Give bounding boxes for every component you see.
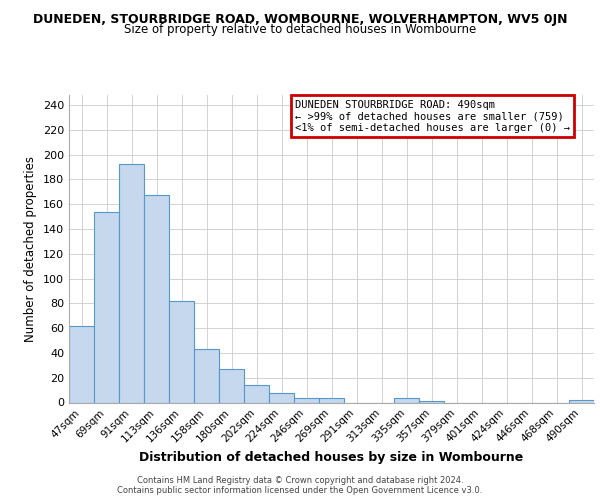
Bar bbox=[394, 398, 419, 402]
Text: Size of property relative to detached houses in Wombourne: Size of property relative to detached ho… bbox=[124, 22, 476, 36]
Text: DUNEDEN, STOURBRIDGE ROAD, WOMBOURNE, WOLVERHAMPTON, WV5 0JN: DUNEDEN, STOURBRIDGE ROAD, WOMBOURNE, WO… bbox=[33, 12, 567, 26]
Text: Contains public sector information licensed under the Open Government Licence v3: Contains public sector information licen… bbox=[118, 486, 482, 495]
Bar bbox=[269, 392, 294, 402]
Bar bbox=[194, 349, 219, 403]
Bar bbox=[119, 164, 144, 402]
Bar bbox=[219, 369, 244, 402]
Bar bbox=[144, 196, 169, 402]
Bar bbox=[569, 400, 594, 402]
Bar bbox=[69, 326, 94, 402]
Bar bbox=[244, 385, 269, 402]
Bar bbox=[294, 398, 319, 402]
Bar bbox=[169, 301, 194, 402]
Bar bbox=[94, 212, 119, 402]
Y-axis label: Number of detached properties: Number of detached properties bbox=[25, 156, 37, 342]
Text: Contains HM Land Registry data © Crown copyright and database right 2024.: Contains HM Land Registry data © Crown c… bbox=[137, 476, 463, 485]
Bar bbox=[319, 398, 344, 402]
Text: DUNEDEN STOURBRIDGE ROAD: 490sqm
← >99% of detached houses are smaller (759)
<1%: DUNEDEN STOURBRIDGE ROAD: 490sqm ← >99% … bbox=[295, 100, 570, 133]
X-axis label: Distribution of detached houses by size in Wombourne: Distribution of detached houses by size … bbox=[139, 451, 524, 464]
